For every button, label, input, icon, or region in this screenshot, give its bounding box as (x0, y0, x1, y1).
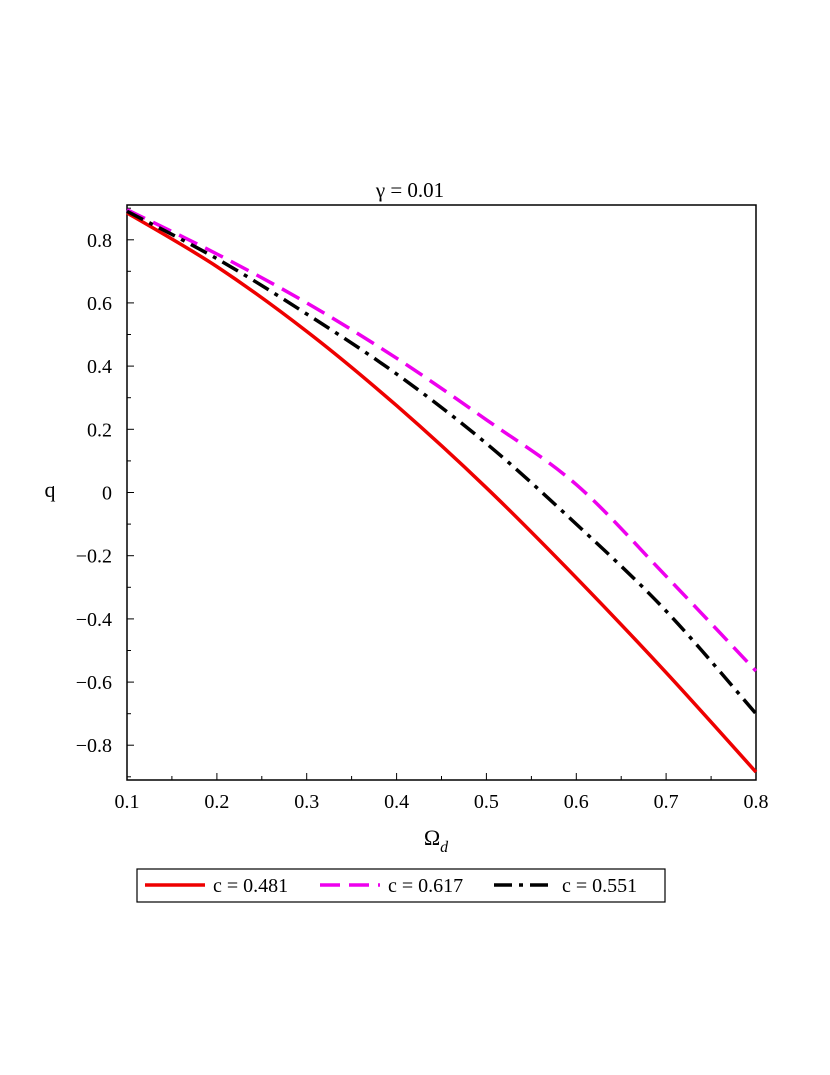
y-axis-ticks: 0.8 0.6 0.4 0.2 0 −0.2 −0.4 −0.6 −0.8 (76, 207, 134, 778)
y-tick-label: 0.8 (87, 230, 112, 252)
x-tick-label: 0.6 (564, 791, 589, 813)
chart-title: γ = 0.01 (375, 178, 444, 202)
legend-label-2: c = 0.617 (388, 875, 463, 897)
x-tick-label: 0.8 (744, 791, 769, 813)
x-tick-label: 0.3 (294, 791, 319, 813)
y-tick-label: 0 (102, 483, 112, 505)
x-tick-label: 0.5 (474, 791, 499, 813)
plot-area (126, 204, 757, 781)
x-tick-label: 0.2 (204, 791, 229, 813)
plot-frame (126, 204, 757, 781)
legend-label-3: c = 0.551 (562, 875, 637, 897)
x-tick-label: 0.7 (654, 791, 679, 813)
x-axis-label: Ωd (424, 825, 449, 856)
y-axis-label: q (45, 477, 56, 502)
series-line-3 (126, 209, 758, 715)
x-axis-label-main: Ω (424, 825, 440, 850)
x-tick-label: 0.4 (384, 791, 409, 813)
y-tick-label: 0.6 (87, 293, 112, 315)
legend-label-1: c = 0.481 (213, 875, 288, 897)
y-tick-label: −0.8 (76, 735, 112, 757)
y-tick-label: −0.2 (76, 546, 112, 568)
x-axis-ticks: 0.1 0.2 0.3 0.4 0.5 0.6 0.7 0.8 (115, 773, 769, 813)
legend: c = 0.481 c = 0.617 c = 0.551 (136, 868, 666, 903)
y-tick-label: 0.2 (87, 419, 112, 441)
legend-box (136, 868, 666, 903)
x-tick-label: 0.1 (115, 791, 140, 813)
y-tick-label: −0.6 (76, 672, 112, 694)
y-tick-label: −0.4 (76, 609, 112, 631)
series-line-2 (126, 208, 758, 673)
series-layer (126, 208, 758, 774)
series-line-1 (126, 211, 758, 774)
x-axis-label-subscript: d (440, 839, 449, 856)
y-tick-label: 0.4 (87, 356, 112, 378)
